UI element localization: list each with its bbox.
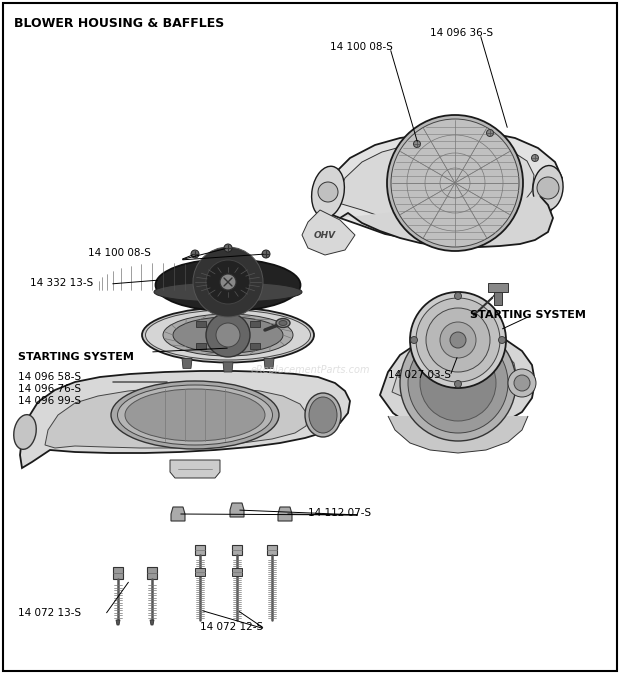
Ellipse shape (142, 307, 314, 363)
Polygon shape (196, 342, 206, 348)
Circle shape (420, 345, 496, 421)
Ellipse shape (14, 415, 36, 450)
Polygon shape (150, 620, 154, 625)
Polygon shape (20, 371, 350, 468)
Polygon shape (380, 333, 535, 432)
Circle shape (318, 182, 338, 202)
Ellipse shape (276, 319, 290, 328)
Polygon shape (250, 342, 260, 348)
Ellipse shape (533, 166, 563, 210)
Text: 14 072 13-S: 14 072 13-S (18, 608, 81, 618)
Polygon shape (45, 387, 308, 448)
Ellipse shape (312, 166, 344, 218)
Polygon shape (223, 362, 233, 372)
Circle shape (193, 247, 263, 317)
Polygon shape (195, 568, 205, 576)
Polygon shape (278, 507, 292, 521)
Polygon shape (488, 283, 508, 292)
Ellipse shape (163, 314, 293, 356)
Circle shape (531, 154, 539, 162)
Text: 14 112 07-S: 14 112 07-S (308, 508, 371, 518)
Polygon shape (232, 568, 242, 576)
Polygon shape (264, 359, 274, 369)
Circle shape (191, 250, 199, 258)
Circle shape (498, 336, 505, 344)
Polygon shape (182, 359, 192, 369)
Polygon shape (388, 416, 528, 453)
Ellipse shape (118, 385, 273, 445)
Circle shape (410, 292, 506, 388)
Text: eReplacementParts.com: eReplacementParts.com (250, 365, 370, 375)
Polygon shape (494, 292, 502, 305)
Text: BLOWER HOUSING & BAFFLES: BLOWER HOUSING & BAFFLES (14, 17, 224, 30)
Text: 14 096 76-S: 14 096 76-S (18, 384, 81, 394)
Circle shape (450, 332, 466, 348)
Ellipse shape (309, 397, 337, 433)
Circle shape (216, 323, 240, 347)
Polygon shape (232, 545, 242, 555)
Circle shape (408, 333, 508, 433)
Polygon shape (230, 503, 244, 517)
Circle shape (262, 250, 270, 258)
Circle shape (454, 293, 461, 299)
Polygon shape (392, 342, 517, 415)
Ellipse shape (146, 310, 311, 360)
Text: OHV: OHV (314, 231, 336, 239)
Circle shape (410, 336, 417, 344)
Text: 14 027 03-S: 14 027 03-S (388, 370, 451, 380)
Ellipse shape (111, 381, 279, 449)
Circle shape (220, 274, 236, 290)
Ellipse shape (156, 259, 301, 311)
Circle shape (224, 244, 232, 252)
Ellipse shape (154, 282, 302, 302)
Circle shape (487, 129, 494, 137)
Text: 14 100 08-S: 14 100 08-S (330, 42, 393, 52)
Polygon shape (171, 507, 185, 521)
Circle shape (508, 369, 536, 397)
Text: STARTING SYSTEM: STARTING SYSTEM (470, 310, 586, 320)
Polygon shape (170, 460, 220, 478)
Text: STARTING SYSTEM: STARTING SYSTEM (18, 352, 134, 362)
Circle shape (426, 308, 490, 372)
Circle shape (454, 381, 461, 388)
Text: 14 096 58-S: 14 096 58-S (18, 372, 81, 382)
Polygon shape (302, 210, 355, 255)
Polygon shape (340, 196, 553, 247)
Circle shape (440, 322, 476, 358)
Polygon shape (250, 321, 260, 328)
Circle shape (206, 260, 250, 304)
Ellipse shape (305, 393, 341, 437)
Circle shape (206, 313, 250, 357)
Polygon shape (116, 620, 120, 625)
Ellipse shape (125, 389, 265, 441)
Circle shape (400, 325, 516, 441)
Circle shape (391, 119, 519, 247)
Text: 14 100 08-S: 14 100 08-S (88, 248, 151, 258)
Text: 14 332 13-S: 14 332 13-S (30, 278, 93, 288)
Polygon shape (113, 567, 123, 579)
Ellipse shape (279, 321, 287, 326)
Circle shape (514, 375, 530, 391)
Polygon shape (195, 545, 205, 555)
Ellipse shape (173, 317, 283, 353)
Polygon shape (147, 567, 157, 579)
Circle shape (537, 177, 559, 199)
Polygon shape (267, 545, 277, 555)
Text: 14 072 12-S: 14 072 12-S (200, 622, 263, 632)
Polygon shape (335, 141, 534, 225)
Circle shape (387, 115, 523, 251)
Circle shape (416, 298, 500, 382)
Polygon shape (196, 321, 206, 328)
Polygon shape (320, 132, 562, 241)
Text: 14 096 36-S: 14 096 36-S (430, 28, 493, 38)
Circle shape (414, 140, 420, 148)
Text: 14 096 99-S: 14 096 99-S (18, 396, 81, 406)
